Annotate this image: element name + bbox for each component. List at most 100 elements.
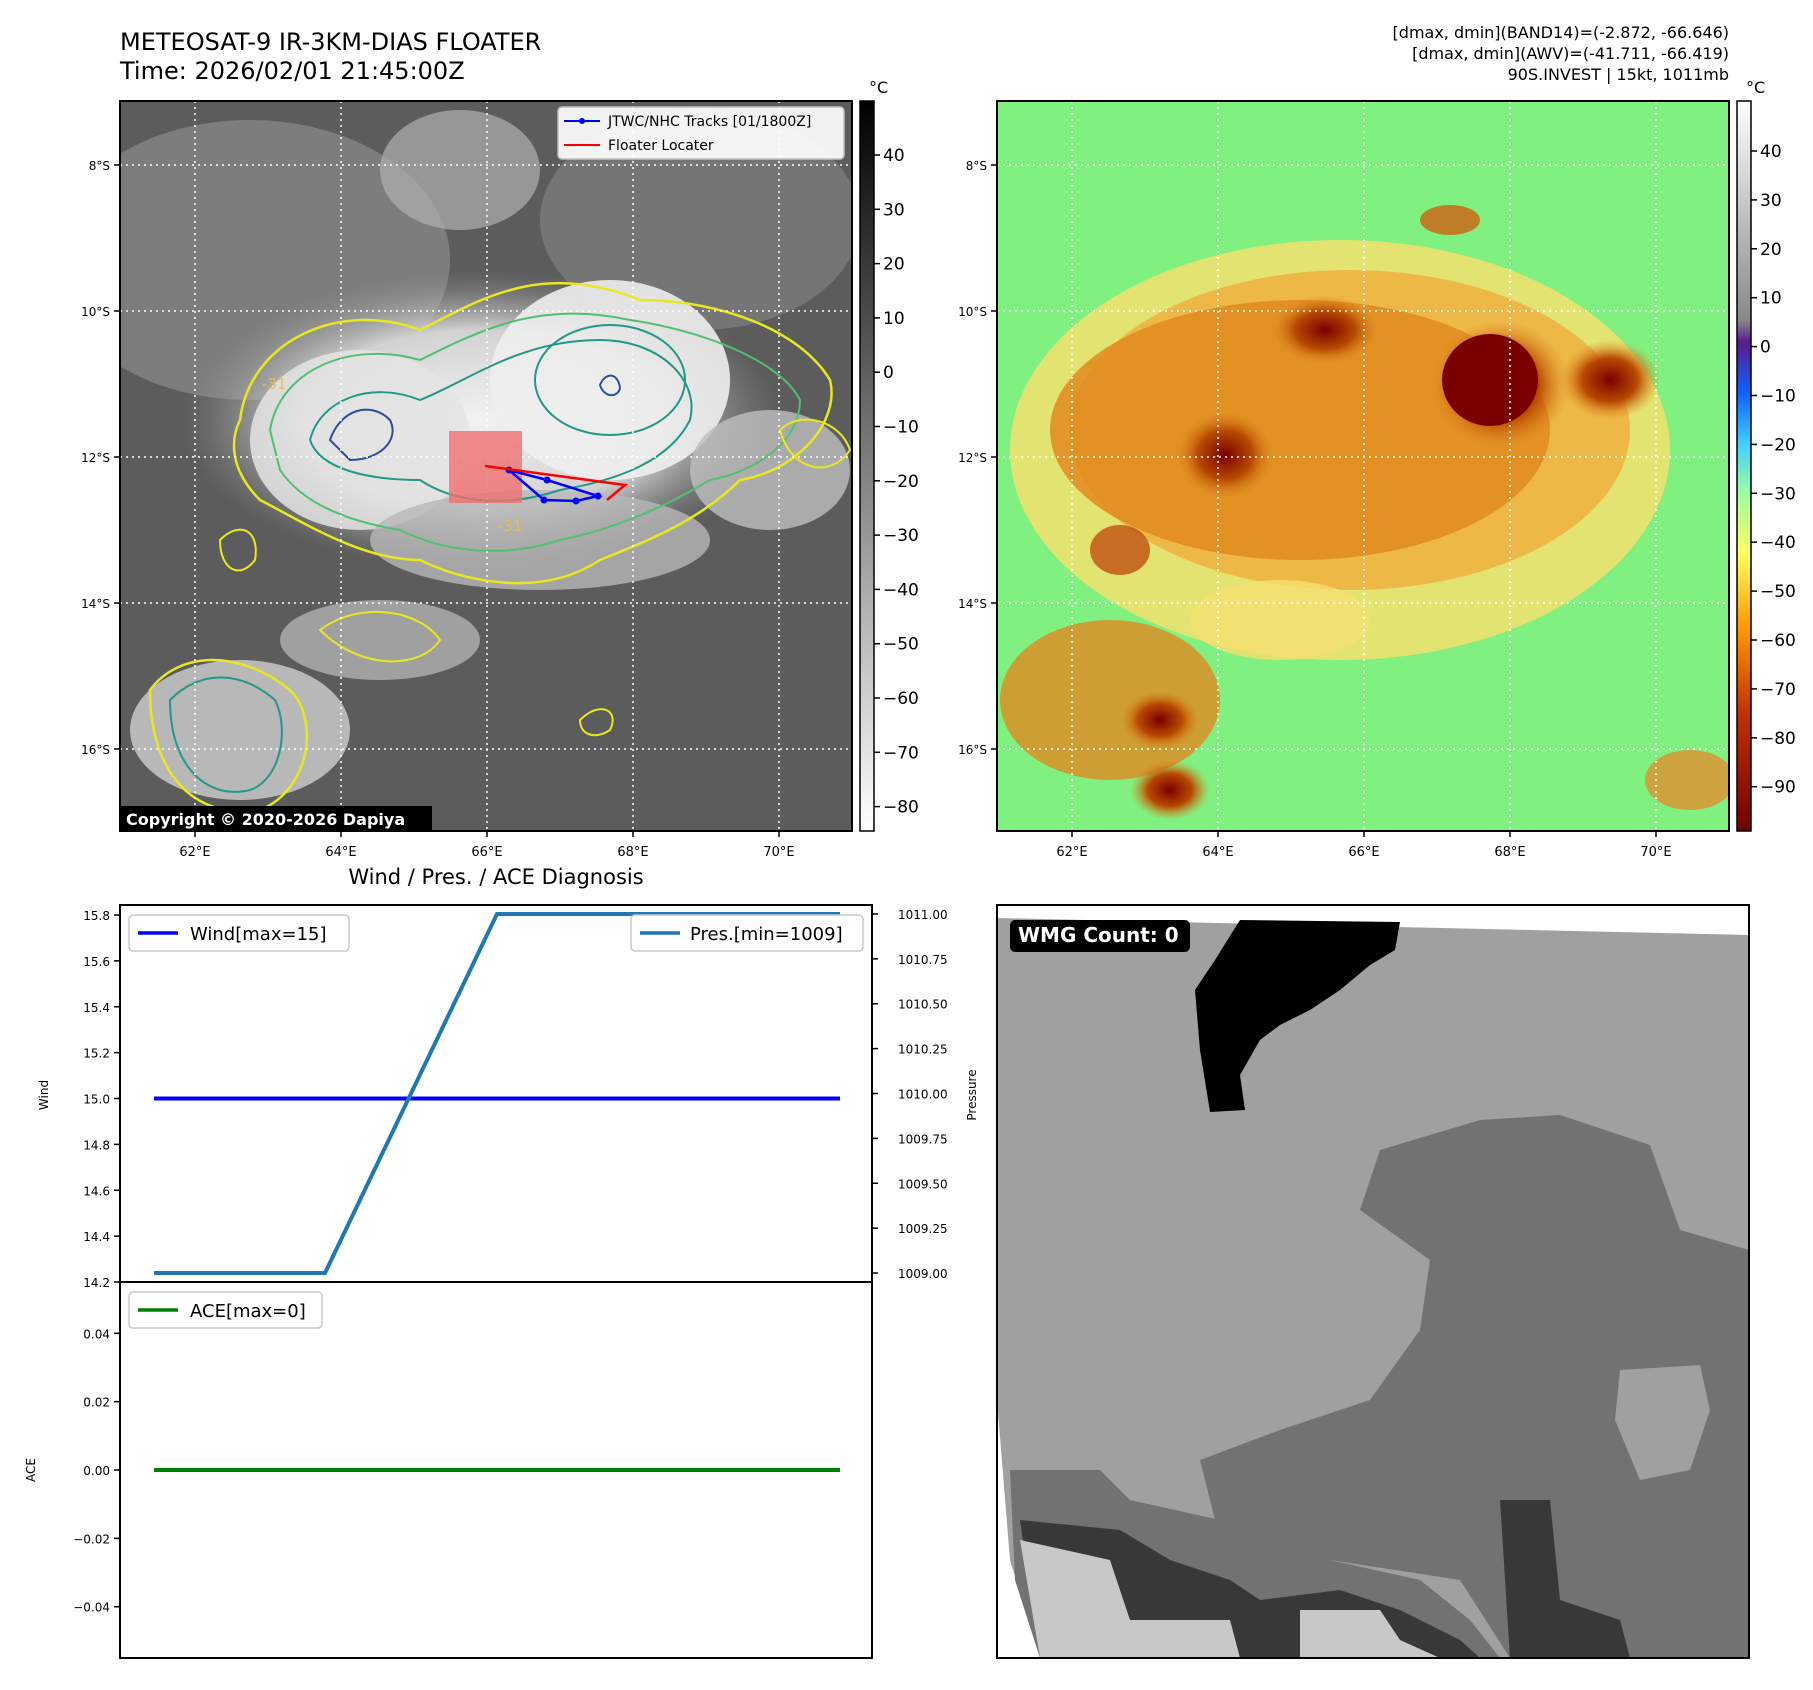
ir-colorbar-tick-label: 0 (883, 363, 894, 383)
wmg-frame (996, 904, 1750, 1659)
wind-tick-label: 14.2 (83, 1276, 110, 1290)
ace-axis-ticks: 0.04 0.02 0.00 −0.02 −0.04 (73, 1327, 120, 1615)
pressure-tick-label: 1011.00 (898, 908, 948, 922)
pressure-tick-label: 1009.75 (898, 1132, 948, 1146)
wv-colorbar (1736, 100, 1752, 832)
wv-map-frame (996, 100, 1730, 832)
ace-tick-label: 0.02 (83, 1396, 110, 1410)
wv-colorbar-tick-label: −20 (1760, 435, 1796, 455)
lon-tick-label: 64°E (1202, 845, 1233, 860)
ir-lat-ticks: 8°S 10°S 12°S 14°S 16°S (81, 159, 120, 757)
wv-map (997, 101, 1729, 831)
ir-colorbar-tick-label: −50 (883, 635, 919, 655)
ir-colorbar-tick-label: −70 (883, 743, 919, 763)
lat-tick-label: 8°S (966, 159, 987, 173)
pres-legend: Pres.[min=1009] (630, 914, 864, 952)
wv-colorbar-ticks: 40 30 20 10 0 −10 −20 −30 −40 −50 −60 −70 −80 −90 (1751, 142, 1796, 798)
wind-tick-label: 14.6 (83, 1184, 110, 1198)
wv-colorbar-unit: °C (1746, 78, 1765, 97)
legend-ace: ACE[max=0] (190, 1301, 306, 1322)
info-awv: [dmax, dmin](AWV)=(-41.711, -66.419) (1412, 44, 1729, 63)
diagnosis-title: Wind / Pres. / ACE Diagnosis (348, 865, 643, 889)
ace-legend: ACE[max=0] (128, 1291, 323, 1329)
lat-tick-label: 10°S (958, 305, 987, 319)
wv-colorbar-tick-label: −60 (1760, 631, 1796, 651)
lon-tick-label: 66°E (1348, 845, 1379, 860)
lon-tick-label: 66°E (471, 845, 502, 860)
ir-map: -31 -31 (120, 101, 852, 831)
wv-colorbar-tick-label: −90 (1760, 778, 1796, 798)
wind-tick-label: 15.0 (83, 1093, 110, 1107)
lat-tick-label: 12°S (958, 451, 987, 465)
wv-colorbar-tick-label: 30 (1760, 191, 1782, 211)
wmg-panel (997, 905, 1749, 1658)
wv-colorbar-tick-label: 10 (1760, 289, 1782, 309)
lon-tick-label: 70°E (763, 845, 794, 860)
info-storm: 90S.INVEST | 15kt, 1011mb (1508, 65, 1729, 84)
wind-tick-label: 14.4 (83, 1230, 110, 1244)
jtwc-track (508, 468, 603, 503)
jtwc-track-points (505, 466, 602, 505)
pressure-tick-label: 1009.00 (898, 1267, 948, 1281)
lon-tick-label: 68°E (1494, 845, 1525, 860)
pressure-tick-label: 1010.25 (898, 1043, 948, 1057)
ir-colorbar-tick-label: 30 (883, 200, 905, 220)
lat-tick-label: 14°S (81, 597, 110, 611)
wind-tick-label: 15.4 (83, 1001, 110, 1015)
ir-colorbar-tick-label: −20 (883, 472, 919, 492)
ir-colorbar-tick-label: 40 (883, 146, 905, 166)
pressure-axis-ticks: 1009.00 1009.25 1009.50 1009.75 1010.00 1010.… (872, 908, 948, 1281)
lon-tick-label: 68°E (617, 845, 648, 860)
pressure-tick-label: 1010.75 (898, 953, 948, 967)
pressure-tick-label: 1010.50 (898, 998, 948, 1012)
ir-colorbar (859, 100, 875, 832)
wind-tick-label: 14.8 (83, 1138, 110, 1152)
lat-tick-label: 10°S (81, 305, 110, 319)
wind-axis-label: Wind (37, 1080, 51, 1110)
wind-tick-label: 15.6 (83, 955, 110, 969)
wind-legend: Wind[max=15] (128, 914, 350, 952)
ir-colorbar-ticks: 40 30 20 10 0 −10 −20 −30 −40 −50 −60 −70 −80 (874, 146, 919, 818)
ir-colorbar-tick-label: 20 (883, 255, 905, 275)
lat-tick-label: 14°S (958, 597, 987, 611)
legend-locater: Floater Locater (608, 138, 714, 154)
wv-colorbar-tick-label: 20 (1760, 240, 1782, 260)
pressure-tick-label: 1010.00 (898, 1088, 948, 1102)
contour-label: -31 (498, 517, 523, 535)
ir-colorbar-tick-label: −60 (883, 689, 919, 709)
floater-locater-line (484, 464, 628, 501)
ir-colorbar-tick-label: −80 (883, 798, 919, 818)
ace-tick-label: −0.04 (73, 1601, 110, 1615)
wv-colorbar-tick-label: −10 (1760, 387, 1796, 407)
ir-colorbar-tick-label: 10 (883, 309, 905, 329)
pressure-tick-label: 1009.25 (898, 1222, 948, 1236)
wind-axis-ticks: 14.2 14.4 14.6 14.8 15.0 15.2 15.4 15.6 15.8 (83, 909, 120, 1290)
wind-tick-label: 15.8 (83, 909, 110, 923)
pressure-series-line (154, 911, 840, 1276)
lon-tick-label: 64°E (325, 845, 356, 860)
wv-colorbar-tick-label: −70 (1760, 680, 1796, 700)
lat-tick-label: 16°S (958, 743, 987, 757)
wv-colorbar-tick-label: −80 (1760, 729, 1796, 749)
ace-tick-label: 0.00 (83, 1464, 110, 1478)
figure-time: Time: 2026/02/01 21:45:00Z (119, 57, 465, 85)
wv-lon-ticks: 62°E 64°E 66°E 68°E 70°E (1056, 831, 1672, 860)
info-band14: [dmax, dmin](BAND14)=(-2.872, -66.646) (1393, 23, 1729, 42)
lat-tick-label: 16°S (81, 743, 110, 757)
legend-pres: Pres.[min=1009] (690, 924, 843, 945)
ir-lon-ticks: 62°E 64°E 66°E 68°E 70°E (179, 831, 795, 860)
ace-axis-label: ACE (24, 1458, 38, 1482)
wv-lat-ticks: 8°S 10°S 12°S 14°S 16°S (958, 159, 997, 757)
legend-tracks: JTWC/NHC Tracks [01/1800Z] (607, 114, 811, 130)
wmg-cold-region (1195, 920, 1400, 1112)
lon-tick-label: 62°E (179, 845, 210, 860)
wv-colorbar-tick-label: 0 (1760, 338, 1771, 358)
wind-tick-label: 15.2 (83, 1047, 110, 1061)
pressure-tick-label: 1009.50 (898, 1177, 948, 1191)
ir-colorbar-tick-label: −40 (883, 580, 919, 600)
legend-wind: Wind[max=15] (190, 924, 327, 945)
wv-colorbar-tick-label: −50 (1760, 582, 1796, 602)
ir-legend: JTWC/NHC Tracks [01/1800Z] Floater Locat… (557, 106, 845, 160)
wind-pres-panel (119, 904, 873, 1283)
